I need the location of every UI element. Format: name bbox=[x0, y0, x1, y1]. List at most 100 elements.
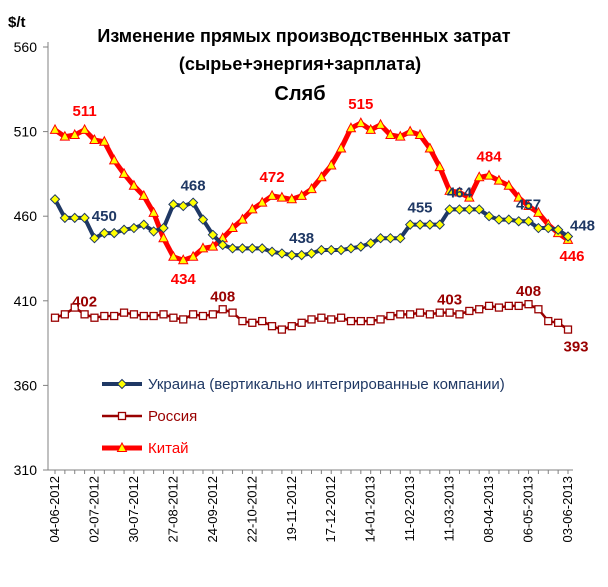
series-ukraine-point bbox=[454, 204, 465, 215]
x-tick-label: 03-06-2013 bbox=[560, 476, 575, 543]
series-ukraine-point bbox=[385, 232, 396, 244]
series-ukraine-point bbox=[444, 204, 455, 215]
series-china-point bbox=[168, 250, 179, 261]
series-china-point bbox=[237, 213, 248, 224]
series-ukraine-point bbox=[108, 227, 120, 239]
legend-china-point bbox=[116, 441, 128, 452]
series-china-point bbox=[533, 206, 544, 217]
x-tick-label: 19-11-2012 bbox=[284, 476, 299, 542]
series-china-point bbox=[493, 174, 505, 185]
series-china-point bbox=[375, 118, 386, 129]
series-china-point bbox=[483, 169, 495, 180]
series-china-point bbox=[59, 130, 71, 141]
series-russia-point bbox=[435, 308, 444, 317]
series-ukraine-point bbox=[543, 222, 554, 234]
series-russia-point bbox=[534, 305, 543, 314]
data-labels-layer: 450 468 438 455 464 457 448 402 408 403 408 393 511 4… bbox=[72, 96, 595, 355]
series-china-point bbox=[434, 161, 446, 172]
series-russia-point bbox=[228, 308, 237, 317]
data-label-ukraine: 450 bbox=[92, 208, 117, 225]
series-ukraine-point bbox=[247, 243, 258, 254]
data-label-china: 484 bbox=[477, 149, 503, 166]
series-china-point bbox=[118, 167, 130, 178]
chart-product-label: Сляб bbox=[274, 83, 325, 105]
series-ukraine-point bbox=[345, 243, 357, 254]
x-tick-label: 06-05-2013 bbox=[521, 476, 536, 543]
series-china-point bbox=[79, 123, 90, 134]
series-ukraine-point bbox=[286, 249, 297, 261]
series-ukraine-point bbox=[227, 243, 238, 254]
series-ukraine-point bbox=[503, 214, 515, 225]
series-china-point bbox=[89, 133, 100, 145]
series-russia-point bbox=[248, 318, 257, 327]
series-russia-point bbox=[553, 318, 563, 327]
series-china-point bbox=[148, 206, 159, 217]
series-russia-point bbox=[70, 303, 79, 312]
series-russia-point bbox=[425, 310, 435, 319]
series-china-point bbox=[355, 117, 367, 128]
series-china-point bbox=[385, 128, 396, 139]
legend-item-ukraine: Украина (вертикально интегрированные ком… bbox=[102, 376, 505, 393]
series-ukraine-point bbox=[306, 248, 317, 259]
x-tick-label: 02-07-2012 bbox=[86, 476, 101, 543]
series-ukraine-point bbox=[523, 216, 534, 227]
data-label-russia: 393 bbox=[563, 339, 588, 356]
series-russia-point bbox=[356, 316, 365, 326]
series-ukraine-point bbox=[562, 231, 574, 242]
legend-label-ukraine: Украина (вертикально интегрированные ком… bbox=[148, 376, 505, 393]
series-ukraine-point bbox=[474, 204, 485, 215]
series-russia-point bbox=[445, 308, 454, 317]
series-ukraine-point bbox=[237, 243, 248, 254]
series-ukraine-point bbox=[365, 238, 376, 249]
series-russia-point bbox=[169, 313, 178, 322]
series-russia-point bbox=[238, 316, 247, 326]
series-russia-point bbox=[484, 301, 494, 311]
series-russia-point bbox=[100, 311, 109, 321]
series-china-point bbox=[316, 171, 327, 182]
series-russia-point bbox=[406, 310, 415, 319]
series-china-point bbox=[345, 122, 357, 133]
series-russia-point bbox=[287, 322, 296, 331]
series-ukraine-point bbox=[355, 241, 367, 252]
series-china-point bbox=[266, 189, 278, 200]
series-russia-point bbox=[465, 306, 474, 316]
series-china-point bbox=[306, 183, 317, 194]
y-axis-unit: $/t bbox=[8, 14, 26, 31]
series-russia-point bbox=[159, 310, 168, 319]
series-china-point bbox=[187, 250, 199, 261]
series-russia-point bbox=[396, 310, 405, 319]
series-ukraine-point bbox=[404, 219, 416, 230]
series-china-point bbox=[394, 130, 406, 141]
series-russia-point bbox=[139, 311, 148, 321]
series-russia-point bbox=[218, 305, 227, 314]
series-china-point bbox=[335, 142, 347, 153]
series-ukraine-point bbox=[493, 214, 505, 225]
data-label-china: 515 bbox=[348, 96, 373, 113]
series-russia-point bbox=[415, 308, 425, 317]
series-china-point bbox=[454, 186, 465, 197]
series-russia-point bbox=[119, 308, 129, 317]
series-ukraine-point bbox=[79, 212, 90, 224]
chart-subtitle: (сырье+энергия+зарплата) bbox=[179, 54, 421, 74]
series-china-point bbox=[513, 191, 525, 202]
series-china-point bbox=[49, 123, 61, 134]
series-russia-point bbox=[110, 311, 119, 321]
series-china-point bbox=[69, 128, 81, 139]
series-ukraine-point bbox=[217, 239, 228, 251]
series-china-point bbox=[464, 191, 475, 202]
data-label-ukraine: 457 bbox=[516, 196, 541, 213]
series-china-point bbox=[276, 191, 288, 202]
series-russia-point bbox=[386, 311, 395, 321]
series-russia-point bbox=[346, 316, 356, 326]
series-china-point bbox=[158, 232, 169, 243]
series-russia-point bbox=[514, 301, 523, 311]
series-ukraine-point bbox=[59, 212, 71, 224]
data-label-ukraine: 455 bbox=[408, 200, 433, 217]
series-china-point bbox=[207, 240, 219, 251]
series-ukraine-point bbox=[483, 210, 495, 222]
data-label-russia: 408 bbox=[210, 288, 235, 305]
series-china-point bbox=[138, 189, 150, 200]
series-russia-point bbox=[80, 310, 89, 319]
